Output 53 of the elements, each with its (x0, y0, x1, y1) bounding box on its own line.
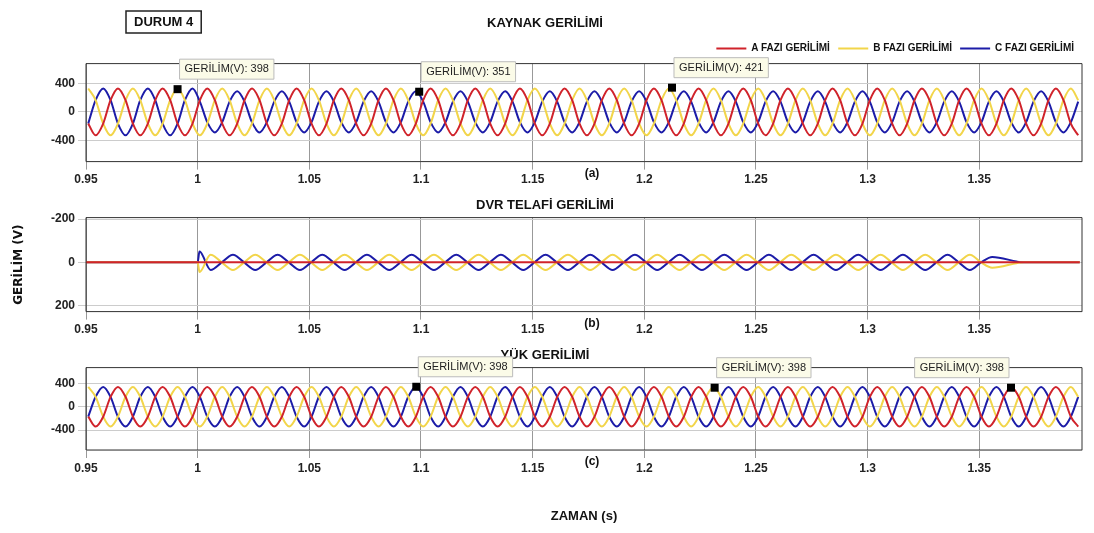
y-tick-label: 0 (68, 104, 76, 119)
chart-title: KAYNAK GERİLİMİ (487, 15, 603, 31)
y-tick-label: 400 (54, 375, 76, 390)
x-tick-label: 1.05 (297, 460, 322, 475)
chart-subtitle: DURUM 4 (134, 13, 194, 29)
annotation: GERİLİM(V): 421 (678, 60, 764, 73)
x-tick-label: 1.15 (520, 460, 545, 475)
y-tick-label: -200 (50, 211, 76, 226)
annotation: GERİLİM(V): 351 (426, 64, 511, 77)
y-tick-label: 0 (68, 399, 76, 414)
x-tick-label: 0.95 (74, 322, 98, 337)
x-axis-title: ZAMAN (s) (550, 507, 618, 523)
text: (a) (584, 165, 600, 180)
x-tick-label: 1.2 (635, 460, 653, 475)
x-tick-label: 1.15 (520, 322, 545, 337)
x-tick-label: 1.2 (635, 322, 653, 337)
x-tick-label: 1.35 (967, 322, 992, 337)
y-tick-label: 0 (68, 254, 76, 269)
x-tick-label: 1.05 (297, 322, 322, 337)
legend-label: C FAZI GERİLİMİ (995, 41, 1075, 54)
x-tick-label: 1.05 (297, 172, 322, 187)
x-tick-label: 1.35 (967, 460, 992, 475)
legend-label: B FAZI GERİLİMİ (873, 41, 953, 54)
x-tick-label: 1 (194, 460, 202, 475)
annotation: GERİLİM(V): 398 (721, 360, 806, 373)
x-tick-label: 1.1 (412, 460, 430, 475)
legend-label: A FAZI GERİLİMİ (751, 41, 831, 54)
x-tick-label: 0.95 (74, 172, 98, 187)
text: (c) (584, 454, 600, 469)
annotation: GERİLİM(V): 398 (423, 359, 508, 372)
x-tick-label: 1.2 (635, 172, 653, 187)
y-axis-title: GERİLİM (V) (10, 224, 26, 305)
x-tick-label: 1.3 (859, 322, 877, 337)
x-tick-label: 1.35 (967, 172, 992, 187)
x-tick-label: 1.3 (859, 460, 877, 475)
y-tick-label: 400 (54, 75, 76, 90)
x-tick-label: 1.25 (744, 460, 768, 475)
chart-title: DVR TELAFİ GERİLİMİ (476, 197, 614, 213)
annotation: GERİLİM(V): 398 (184, 62, 269, 75)
x-tick-label: 1.15 (520, 172, 545, 187)
x-tick-label: 1.3 (859, 172, 877, 187)
x-tick-label: 1.25 (744, 322, 768, 337)
y-tick-label: -400 (50, 132, 76, 147)
annotation: GERİLİM(V): 398 (919, 360, 1004, 373)
y-tick-label: 200 (54, 297, 76, 312)
x-tick-label: 1.1 (412, 172, 430, 187)
x-tick-label: 1 (194, 172, 202, 187)
y-tick-label: -400 (50, 422, 76, 437)
x-tick-label: 1 (194, 322, 202, 337)
x-tick-label: 1.1 (412, 322, 430, 337)
text: (b) (584, 315, 600, 330)
x-tick-label: 0.95 (74, 460, 98, 475)
x-tick-label: 1.25 (744, 172, 768, 187)
